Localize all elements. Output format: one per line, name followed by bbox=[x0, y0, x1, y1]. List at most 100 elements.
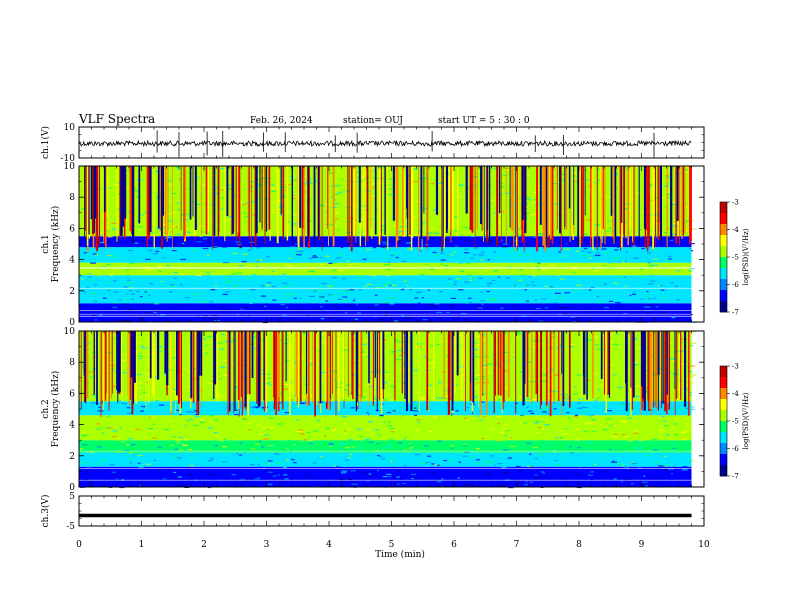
sp1-speckle bbox=[191, 201, 196, 203]
sp2-speckle bbox=[188, 473, 191, 476]
sp1-speckle bbox=[623, 208, 629, 210]
sp1-speckle bbox=[648, 214, 653, 216]
sp2-speckle bbox=[414, 449, 417, 451]
sp2-speckle bbox=[675, 351, 682, 353]
sp2-speckle bbox=[641, 485, 647, 487]
sp2-speckle bbox=[641, 428, 644, 430]
sp2-speckle bbox=[403, 459, 410, 462]
sp1-speckle bbox=[427, 242, 434, 244]
sp2-speckle bbox=[621, 421, 627, 423]
sp1-speckle bbox=[278, 200, 283, 202]
sp2-speckle bbox=[616, 333, 620, 335]
sp2-speckle bbox=[595, 336, 599, 338]
sp2-speckle bbox=[142, 347, 148, 349]
sp1-speckle bbox=[390, 203, 393, 205]
sp2-speckle bbox=[405, 452, 411, 454]
sp2-speckle bbox=[91, 394, 97, 396]
sp1-ytick-label: 8 bbox=[69, 193, 75, 203]
cbar2-cell bbox=[720, 432, 727, 435]
sp1-speckle bbox=[209, 317, 215, 319]
sp2-speckle bbox=[535, 477, 541, 479]
sp2-speckle bbox=[242, 441, 245, 443]
sp1-speckle bbox=[241, 204, 247, 206]
sp2-speckle bbox=[591, 419, 597, 421]
sp1-speckle bbox=[313, 180, 318, 182]
cbar2-cell bbox=[720, 406, 727, 409]
sp2-speckle bbox=[636, 363, 639, 365]
sp2-speckle bbox=[209, 474, 213, 476]
sp1-speckle bbox=[647, 261, 650, 263]
sp1-speckle bbox=[615, 187, 620, 189]
sp2-speckle bbox=[449, 423, 454, 426]
sp2-speckle bbox=[303, 475, 307, 477]
sp2-speckle bbox=[542, 409, 547, 411]
sp2-speckle bbox=[566, 358, 572, 360]
sp1-speckle bbox=[648, 305, 654, 307]
sp2-speckle bbox=[233, 483, 237, 485]
sp2-speckle bbox=[584, 360, 588, 362]
sp1-speckle bbox=[328, 172, 333, 174]
sp1-speckle bbox=[151, 220, 155, 222]
sp2-speckle bbox=[685, 371, 691, 373]
sp1-speckle bbox=[526, 197, 530, 199]
sp2-speckle bbox=[616, 463, 622, 465]
cbar2-cell bbox=[720, 404, 727, 407]
sp2-speckle bbox=[349, 385, 353, 387]
cbar1-label: log(PSD)(V²/Hz) bbox=[742, 228, 750, 285]
sp2-speckle bbox=[673, 374, 679, 376]
sp2-speckle bbox=[381, 458, 385, 460]
sp1-speckle bbox=[228, 270, 232, 273]
sp1-speckle bbox=[238, 201, 243, 203]
sp1-speckle bbox=[400, 172, 404, 174]
sp1-speckle bbox=[130, 293, 136, 295]
sp1-speckle bbox=[197, 250, 203, 252]
sp2-speckle bbox=[621, 434, 626, 436]
sp1-speckle bbox=[196, 203, 202, 205]
sp1-speckle bbox=[207, 294, 213, 296]
sp2-speckle bbox=[264, 434, 270, 436]
sp1-speckle bbox=[292, 227, 296, 229]
sp2-speckle bbox=[148, 428, 154, 430]
sp2-speckle bbox=[84, 473, 89, 475]
sp2-speckle bbox=[461, 485, 464, 487]
sp2-speckle bbox=[223, 374, 229, 376]
sp2-speckle bbox=[168, 420, 173, 422]
sp2-speckle bbox=[450, 447, 453, 449]
sp2-speckle bbox=[203, 338, 207, 340]
sp1-speckle bbox=[353, 263, 358, 265]
sp1-speckle bbox=[335, 193, 340, 195]
sp1-speckle bbox=[235, 241, 241, 243]
sp2-speckle bbox=[186, 420, 190, 422]
cbar2-cell bbox=[720, 411, 727, 415]
sp2-speckle bbox=[414, 407, 417, 409]
sp1-speckle bbox=[672, 225, 678, 227]
sp2-speckle bbox=[207, 460, 213, 462]
sp2-speckle bbox=[663, 425, 669, 427]
sp2-speckle bbox=[85, 481, 89, 483]
sp1-speckle bbox=[541, 316, 545, 318]
sp2-speckle bbox=[172, 357, 176, 359]
sp1-speckle bbox=[657, 267, 662, 269]
sp1-speckle bbox=[292, 223, 299, 225]
sp2-speckle bbox=[458, 461, 462, 463]
sp2-speckle bbox=[516, 479, 520, 481]
sp2-speckle bbox=[267, 471, 273, 473]
sp1-speckle bbox=[128, 249, 133, 252]
sp1-speckle bbox=[629, 216, 635, 218]
sp1-speckle bbox=[338, 286, 342, 288]
sp2-speckle bbox=[559, 344, 564, 346]
sp2-speckle bbox=[410, 455, 417, 457]
sp1-speckle bbox=[221, 194, 226, 196]
sp2-speckle bbox=[253, 420, 257, 422]
cbar2-cell bbox=[720, 377, 727, 380]
sp1-speckle bbox=[531, 183, 538, 185]
sp2-speckle bbox=[399, 406, 404, 408]
x-tick-label: 2 bbox=[201, 540, 207, 550]
sp1-speckle bbox=[272, 202, 277, 204]
sp1-speckle bbox=[107, 187, 112, 190]
sp1-speckle bbox=[200, 229, 205, 231]
sp1-speckle bbox=[663, 185, 669, 187]
sp2-speckle bbox=[366, 428, 371, 430]
sp2-speckle bbox=[332, 370, 337, 373]
sp2-speckle bbox=[534, 457, 538, 460]
